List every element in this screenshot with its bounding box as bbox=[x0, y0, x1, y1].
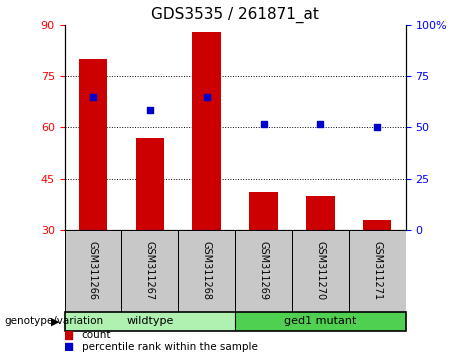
Point bbox=[373, 125, 381, 130]
Bar bbox=[235, 312, 406, 331]
Text: ▶: ▶ bbox=[52, 316, 60, 326]
Bar bbox=[65, 230, 121, 312]
Bar bbox=[306, 196, 335, 230]
Point bbox=[203, 94, 210, 99]
Bar bbox=[136, 138, 164, 230]
Bar bbox=[363, 220, 391, 230]
Text: percentile rank within the sample: percentile rank within the sample bbox=[82, 342, 258, 352]
Text: GSM311271: GSM311271 bbox=[372, 241, 382, 301]
Bar bbox=[193, 32, 221, 230]
Bar bbox=[235, 230, 292, 312]
Bar bbox=[65, 312, 235, 331]
Point bbox=[89, 94, 97, 99]
Text: GSM311270: GSM311270 bbox=[315, 241, 325, 301]
Bar bbox=[349, 230, 406, 312]
Text: GSM311269: GSM311269 bbox=[259, 241, 269, 300]
Title: GDS3535 / 261871_at: GDS3535 / 261871_at bbox=[151, 7, 319, 23]
Bar bbox=[249, 193, 278, 230]
Point bbox=[146, 108, 154, 113]
Point bbox=[262, 200, 270, 205]
Bar bbox=[292, 230, 349, 312]
Point bbox=[317, 121, 324, 127]
Text: ged1 mutant: ged1 mutant bbox=[284, 316, 356, 326]
Text: wildtype: wildtype bbox=[126, 316, 173, 326]
Text: genotype/variation: genotype/variation bbox=[5, 316, 104, 326]
Bar bbox=[79, 59, 107, 230]
Text: count: count bbox=[82, 330, 111, 340]
Point bbox=[260, 121, 267, 127]
Text: GSM311268: GSM311268 bbox=[201, 241, 212, 300]
Bar bbox=[178, 230, 235, 312]
Text: GSM311267: GSM311267 bbox=[145, 241, 155, 301]
Point bbox=[262, 302, 270, 308]
Text: GSM311266: GSM311266 bbox=[88, 241, 98, 300]
Bar bbox=[121, 230, 178, 312]
